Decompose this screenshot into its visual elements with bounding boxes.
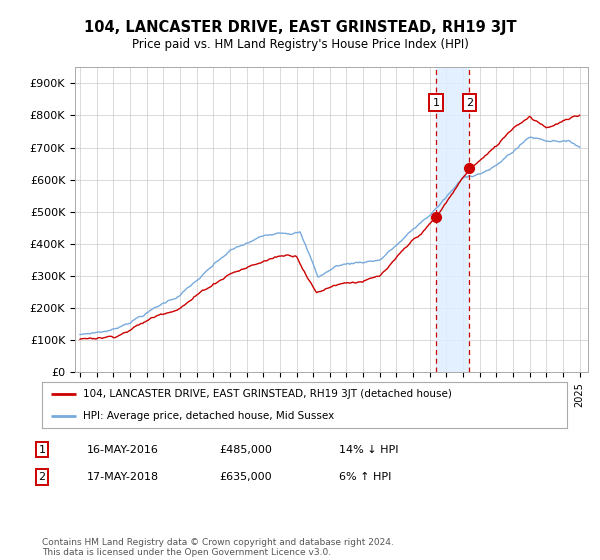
Text: 6% ↑ HPI: 6% ↑ HPI bbox=[339, 472, 391, 482]
Text: 17-MAY-2018: 17-MAY-2018 bbox=[87, 472, 159, 482]
Text: 2: 2 bbox=[38, 472, 46, 482]
Text: HPI: Average price, detached house, Mid Sussex: HPI: Average price, detached house, Mid … bbox=[83, 410, 334, 421]
Text: £635,000: £635,000 bbox=[219, 472, 272, 482]
Text: 1: 1 bbox=[433, 97, 440, 108]
Text: 104, LANCASTER DRIVE, EAST GRINSTEAD, RH19 3JT: 104, LANCASTER DRIVE, EAST GRINSTEAD, RH… bbox=[83, 20, 517, 35]
Text: 1: 1 bbox=[38, 445, 46, 455]
Text: 104, LANCASTER DRIVE, EAST GRINSTEAD, RH19 3JT (detached house): 104, LANCASTER DRIVE, EAST GRINSTEAD, RH… bbox=[83, 389, 452, 399]
Bar bbox=[436, 67, 469, 372]
Text: 16-MAY-2016: 16-MAY-2016 bbox=[87, 445, 159, 455]
Text: Price paid vs. HM Land Registry's House Price Index (HPI): Price paid vs. HM Land Registry's House … bbox=[131, 38, 469, 50]
Text: £485,000: £485,000 bbox=[219, 445, 272, 455]
Text: 2: 2 bbox=[466, 97, 473, 108]
Text: Contains HM Land Registry data © Crown copyright and database right 2024.
This d: Contains HM Land Registry data © Crown c… bbox=[42, 538, 394, 557]
Text: 14% ↓ HPI: 14% ↓ HPI bbox=[339, 445, 398, 455]
